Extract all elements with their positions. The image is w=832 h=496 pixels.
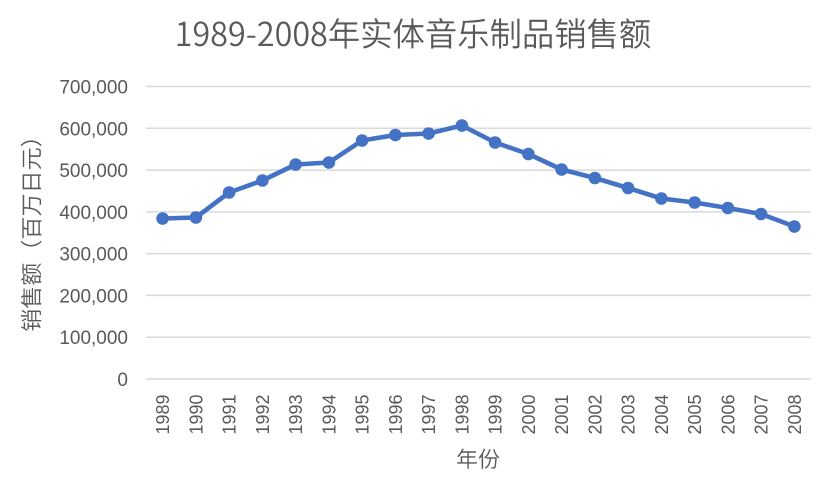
svg-text:500,000: 500,000 xyxy=(59,161,128,182)
svg-text:1993: 1993 xyxy=(286,394,306,434)
svg-text:1990: 1990 xyxy=(186,394,206,434)
svg-text:1994: 1994 xyxy=(319,394,339,434)
svg-text:2002: 2002 xyxy=(585,394,605,434)
svg-text:1999: 1999 xyxy=(486,394,506,434)
svg-text:2001: 2001 xyxy=(552,394,572,434)
svg-text:1992: 1992 xyxy=(253,394,273,434)
svg-text:700,000: 700,000 xyxy=(59,78,128,99)
svg-text:1989: 1989 xyxy=(153,394,173,434)
svg-text:400,000: 400,000 xyxy=(59,203,128,224)
svg-text:2007: 2007 xyxy=(752,394,772,434)
svg-text:2000: 2000 xyxy=(519,394,539,434)
svg-text:2003: 2003 xyxy=(619,394,639,434)
svg-text:600,000: 600,000 xyxy=(59,119,128,140)
svg-text:100,000: 100,000 xyxy=(59,328,128,349)
svg-text:0: 0 xyxy=(117,370,128,391)
svg-text:1997: 1997 xyxy=(419,394,439,434)
svg-text:2006: 2006 xyxy=(718,394,738,434)
svg-text:1991: 1991 xyxy=(220,394,240,434)
svg-text:1998: 1998 xyxy=(452,394,472,434)
svg-text:200,000: 200,000 xyxy=(59,286,128,307)
svg-text:2008: 2008 xyxy=(785,394,805,434)
svg-text:1996: 1996 xyxy=(386,394,406,434)
svg-text:1995: 1995 xyxy=(353,394,373,434)
svg-text:2005: 2005 xyxy=(685,394,705,434)
svg-text:300,000: 300,000 xyxy=(59,245,128,266)
svg-text:2004: 2004 xyxy=(652,394,672,434)
